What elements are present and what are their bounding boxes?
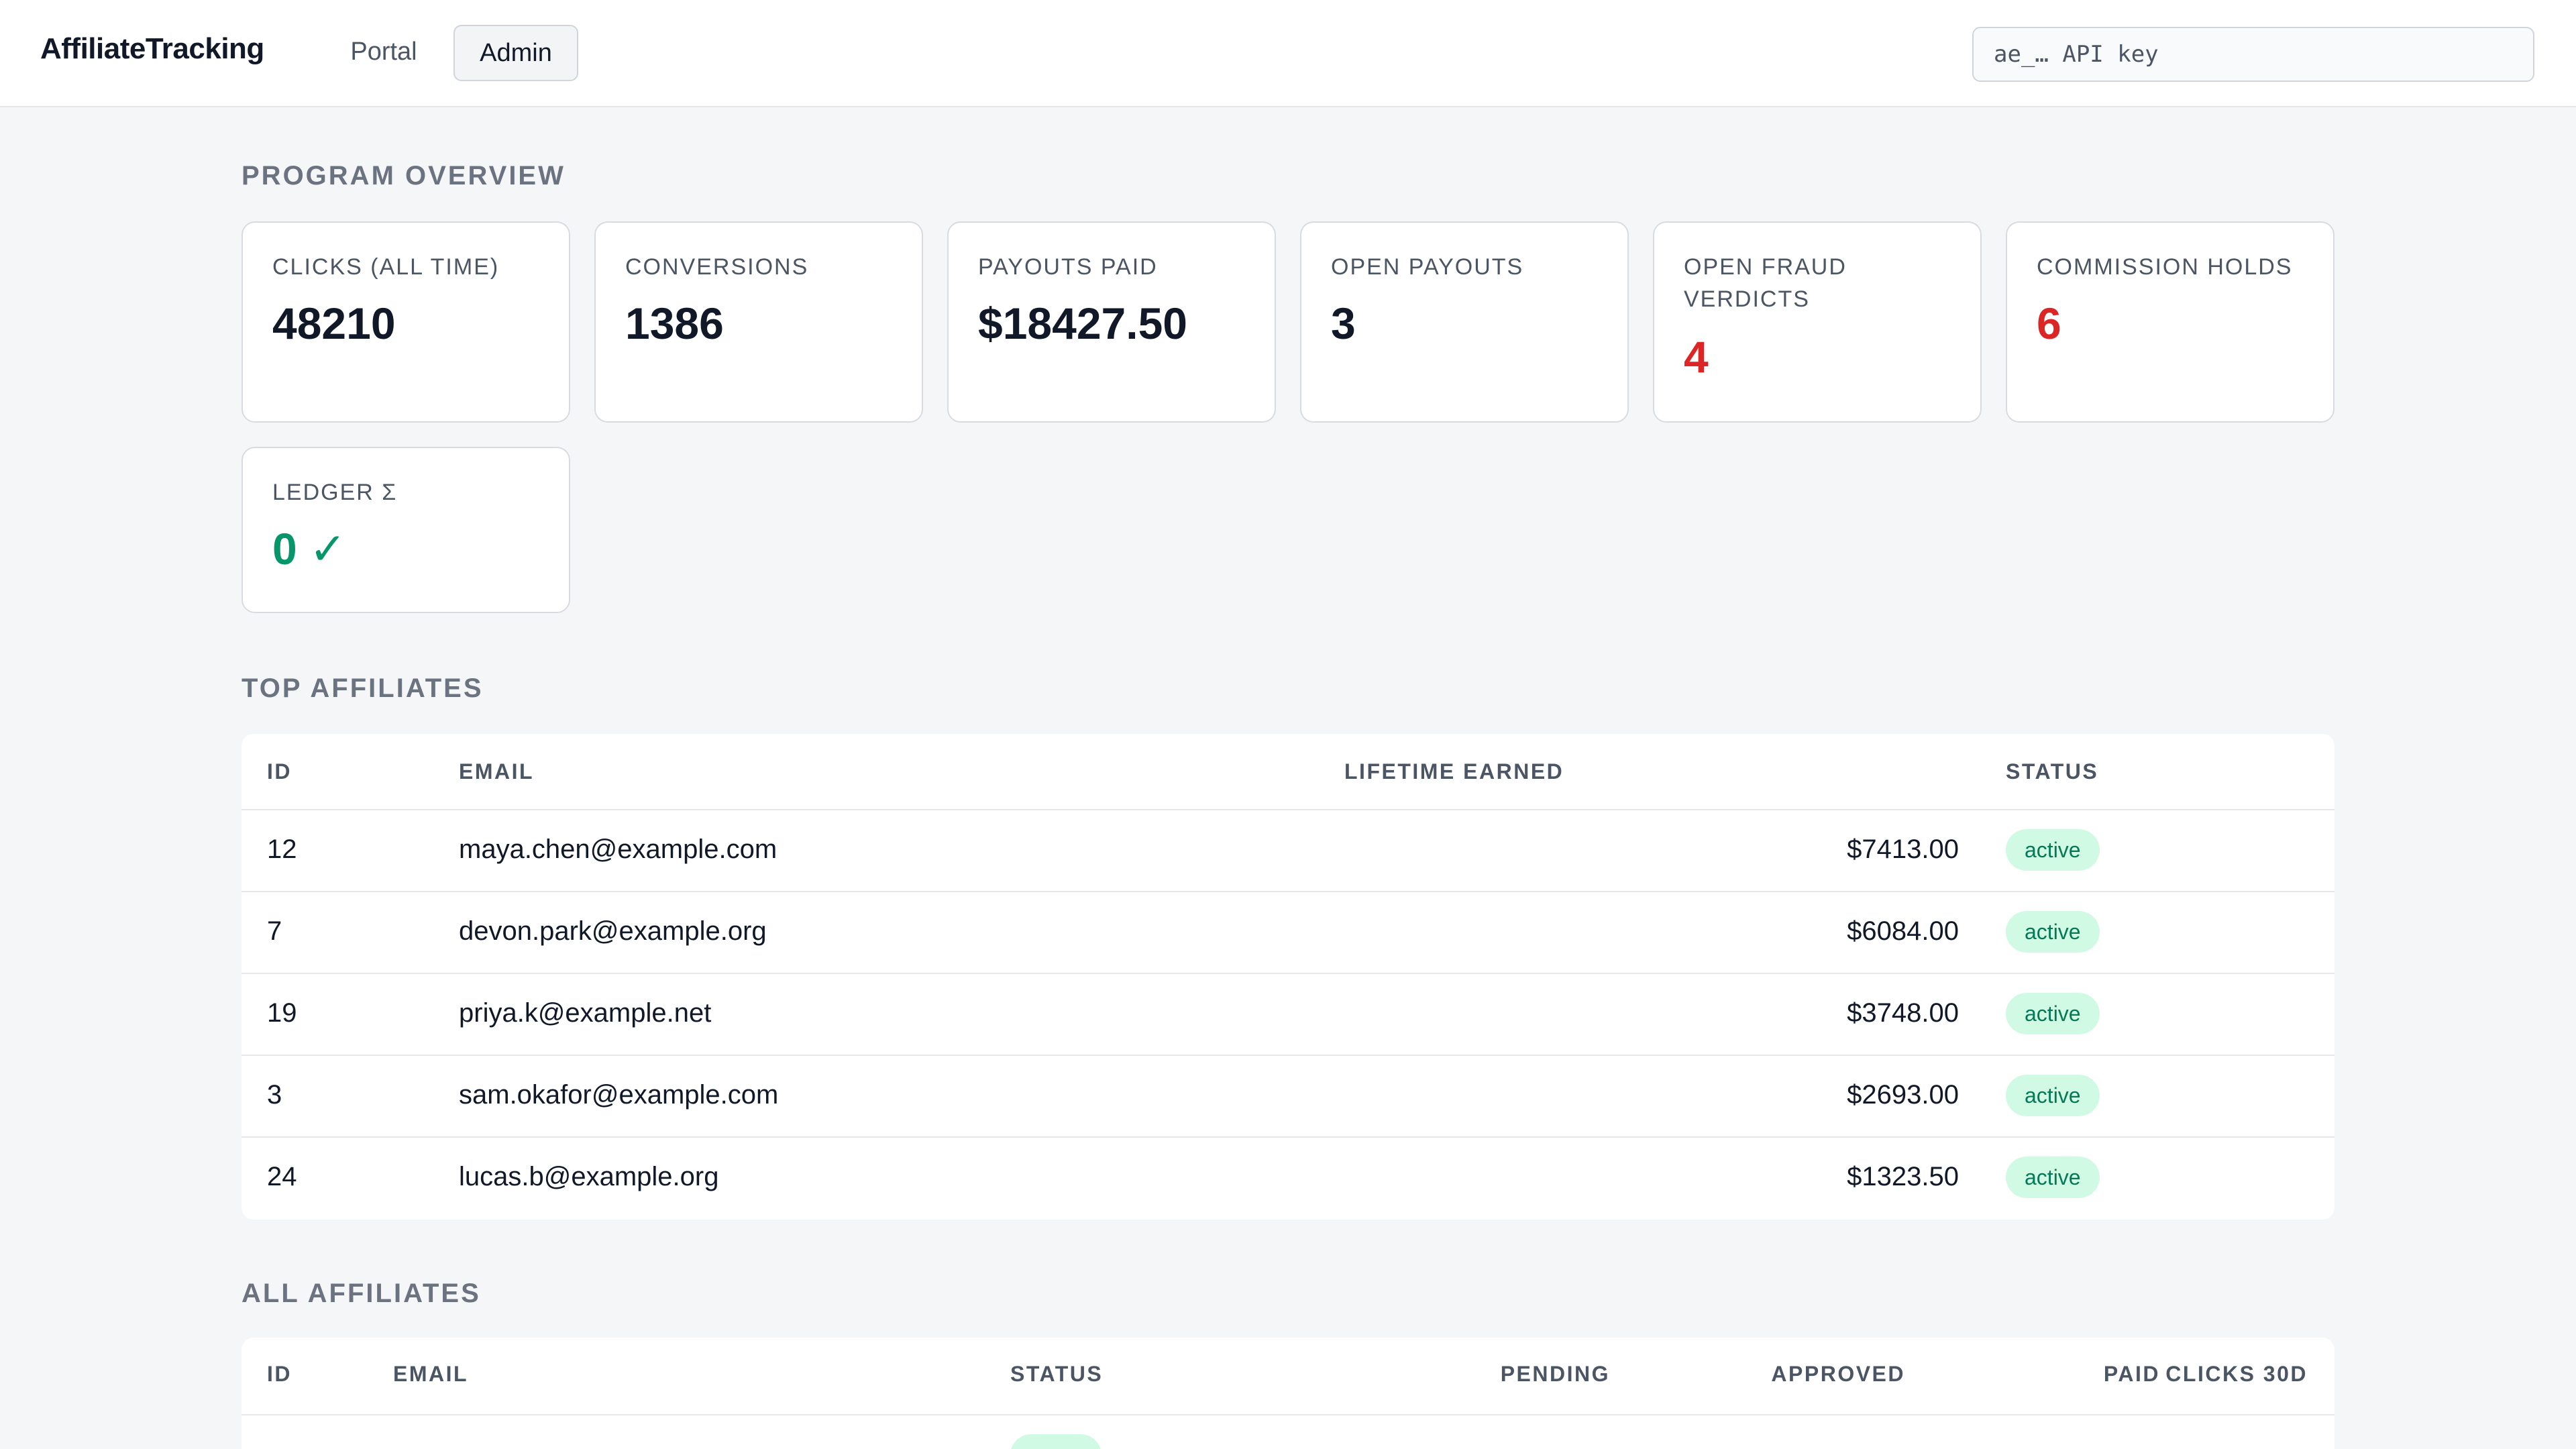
cell-email: sam.okafor@example.com — [459, 1080, 779, 1110]
status-badge: active — [2006, 911, 2100, 953]
cell-earned: $6084.00 — [1847, 916, 1959, 946]
col-header-id: ID — [267, 1362, 292, 1386]
stat-card-commission-holds: COMMISSION HOLDS 6 — [2006, 221, 2334, 423]
stat-label: COMMISSION HOLDS — [2037, 254, 2293, 280]
col-header-approved: APPROVED — [1771, 1362, 1905, 1386]
cell-email: priya.k@example.net — [459, 998, 712, 1028]
stat-value: 4 — [1684, 332, 1709, 382]
cell-id: 7 — [267, 916, 282, 946]
table-row — [241, 1414, 2334, 1449]
status-badge: active — [2006, 1157, 2100, 1198]
brand-logo-text: AffiliateTracking — [40, 32, 264, 65]
col-header-status: STATUS — [1010, 1362, 1104, 1386]
top-bar: AffiliateTracking Portal Admin — [0, 0, 2576, 107]
stat-card-open-payouts: OPEN PAYOUTS 3 — [1300, 221, 1629, 423]
top-affiliates-title: TOP AFFILIATES — [241, 674, 484, 703]
cell-id: 24 — [267, 1162, 297, 1191]
cell-earned: $3748.00 — [1847, 998, 1959, 1028]
col-header-id: ID — [267, 759, 292, 784]
stat-card-open-fraud-verdicts: OPEN FRAUD VERDICTS 4 — [1653, 221, 1982, 423]
stat-value: 6 — [2037, 299, 2061, 348]
all-affiliates-table: ID EMAIL STATUS PENDING APPROVED PAID CL… — [241, 1338, 2334, 1449]
cell-earned: $1323.50 — [1847, 1162, 1959, 1191]
cell-email: lucas.b@example.org — [459, 1162, 719, 1191]
api-key-input[interactable] — [1972, 27, 2534, 82]
stat-label: OPEN PAYOUTS — [1331, 254, 1524, 280]
col-header-email: EMAIL — [393, 1362, 469, 1386]
stat-card-payouts-paid: PAYOUTS PAID $18427.50 — [947, 221, 1276, 423]
stat-label: OPEN FRAUD VERDICTS — [1684, 254, 1847, 312]
tab-portal[interactable]: Portal — [350, 38, 417, 66]
program-overview-title: PROGRAM OVERVIEW — [241, 161, 566, 191]
table-row: 7 devon.park@example.org $6084.00 active — [241, 891, 2334, 973]
status-badge: active — [2006, 1075, 2100, 1116]
cell-earned: $2693.00 — [1847, 1080, 1959, 1110]
table-row: 24 lucas.b@example.org $1323.50 active — [241, 1136, 2334, 1218]
status-badge: active — [2006, 993, 2100, 1034]
all-affiliates-title: ALL AFFILIATES — [241, 1279, 481, 1308]
table-row: 3 sam.okafor@example.com $2693.00 active — [241, 1055, 2334, 1136]
col-header-pending: PENDING — [1500, 1362, 1610, 1386]
col-header-paid: PAID — [2103, 1362, 2160, 1386]
stat-label: CLICKS (ALL TIME) — [272, 254, 500, 280]
stat-value: $18427.50 — [978, 299, 1187, 348]
col-header-clicks-30d: CLICKS 30D — [2165, 1362, 2308, 1386]
cell-earned: $7413.00 — [1847, 835, 1959, 864]
col-header-lifetime-earned: LIFETIME EARNED — [1344, 759, 1564, 784]
stat-value: 48210 — [272, 299, 396, 348]
stat-card-ledger-sum: LEDGER Σ 0 ✓ — [241, 447, 570, 613]
cell-id: 3 — [267, 1080, 282, 1110]
cell-email: devon.park@example.org — [459, 916, 767, 946]
stat-card-conversions: CONVERSIONS 1386 — [594, 221, 923, 423]
cell-id: 19 — [267, 998, 297, 1028]
stat-label: LEDGER Σ — [272, 480, 398, 505]
stat-card-clicks: CLICKS (ALL TIME) 48210 — [241, 221, 570, 423]
cell-email: maya.chen@example.com — [459, 835, 777, 864]
status-badge-partial — [1010, 1434, 1102, 1449]
table-row: 12 maya.chen@example.com $7413.00 active — [241, 809, 2334, 891]
status-badge: active — [2006, 829, 2100, 871]
col-header-status: STATUS — [2006, 759, 2099, 784]
stat-label: PAYOUTS PAID — [978, 254, 1158, 280]
table-row: 19 priya.k@example.net $3748.00 active — [241, 973, 2334, 1055]
stat-label: CONVERSIONS — [625, 254, 809, 280]
stat-value: 3 — [1331, 299, 1356, 348]
stat-value: 0 ✓ — [272, 524, 347, 574]
tab-admin[interactable]: Admin — [453, 25, 578, 81]
col-header-email: EMAIL — [459, 759, 535, 784]
top-affiliates-table: ID EMAIL LIFETIME EARNED STATUS 12 maya.… — [241, 734, 2334, 1220]
cell-id: 12 — [267, 835, 297, 864]
stat-value: 1386 — [625, 299, 724, 348]
